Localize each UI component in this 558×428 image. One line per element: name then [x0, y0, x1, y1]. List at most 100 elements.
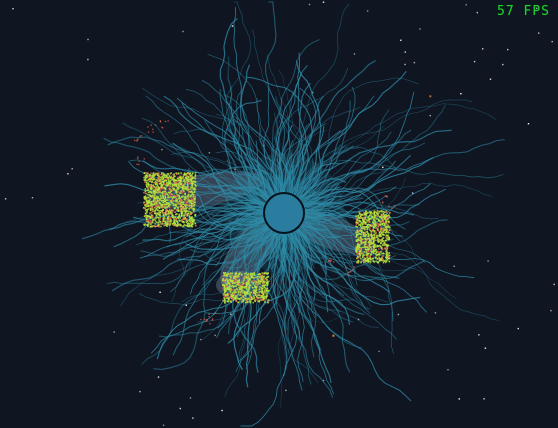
red-speck	[208, 313, 210, 315]
star-dot	[447, 369, 449, 371]
tendril-strand	[227, 230, 297, 344]
star-dot	[332, 334, 335, 337]
tendril-strand	[142, 216, 269, 242]
tendril-strand	[248, 226, 273, 247]
tendril-strand	[257, 225, 273, 262]
red-speck	[352, 269, 354, 271]
red-speck	[150, 124, 152, 126]
tendril-strand	[189, 222, 274, 243]
tendril-strand	[299, 182, 493, 208]
tendril-strand	[296, 223, 328, 275]
tendril-strand	[292, 225, 316, 302]
star-dot	[31, 197, 34, 199]
tendril-strand	[243, 225, 272, 244]
tendril-strand	[185, 217, 271, 238]
star-dot	[162, 424, 165, 426]
star-dot	[312, 91, 314, 94]
tendril-strand	[285, 231, 332, 384]
red-speck	[166, 219, 169, 221]
tendril-strand	[238, 177, 271, 202]
tendril-strand	[301, 104, 446, 212]
tendril-strand	[282, 129, 327, 197]
star-dot	[489, 78, 492, 80]
red-speck	[137, 156, 139, 158]
star-dot	[357, 318, 360, 321]
red-speck	[384, 195, 387, 197]
tendril-strand	[251, 222, 273, 255]
tendril-strand	[280, 140, 294, 195]
star-dot	[460, 93, 462, 95]
tendril-strand	[253, 225, 275, 261]
tendril-strand	[300, 131, 392, 207]
star-dot	[413, 61, 416, 64]
star-dot	[67, 173, 69, 175]
star-dot	[429, 95, 432, 98]
red-speck	[345, 267, 347, 269]
red-speck	[200, 318, 202, 321]
star-dot	[478, 334, 480, 336]
tendril-strand	[299, 222, 341, 271]
tendril-strand	[140, 212, 266, 258]
tendril-strand	[296, 223, 328, 269]
tendril-strand	[299, 86, 356, 206]
tendril-strand	[288, 226, 330, 259]
tendril-strand	[292, 226, 421, 306]
tendril-strand	[270, 230, 288, 331]
particle-colony-cluster	[355, 210, 391, 264]
tendril-strand	[273, 112, 292, 196]
star-dot	[12, 8, 14, 10]
star-dot	[353, 53, 356, 55]
star-dot	[322, 379, 325, 382]
red-speck	[137, 157, 139, 160]
tendril-strand	[275, 228, 303, 391]
tendril-strand	[298, 201, 439, 220]
tendril-strand	[119, 221, 269, 307]
tendril-strand	[295, 129, 452, 199]
star-dot	[4, 198, 7, 200]
red-speck	[138, 163, 140, 166]
tendril-strand	[199, 201, 271, 209]
tendril-strand	[237, 232, 285, 363]
tendril-strand	[270, 231, 283, 270]
star-dot	[378, 350, 380, 353]
red-speck	[159, 121, 162, 123]
tendril-strand	[299, 217, 385, 273]
star-dot	[87, 58, 89, 61]
star-dot	[482, 48, 484, 50]
tendril-strand	[281, 231, 301, 340]
tendril-strand	[294, 226, 344, 268]
central-core-circle[interactable]	[263, 192, 305, 234]
star-dot	[159, 291, 161, 293]
tendril-strand	[170, 211, 267, 293]
tendril-strand	[142, 87, 274, 199]
tendril-strand	[236, 207, 269, 211]
tendril-strand	[297, 201, 414, 216]
tendril-strand	[240, 64, 289, 199]
red-speck	[168, 216, 170, 219]
tendril-strand	[173, 128, 278, 200]
tendril-strand	[282, 231, 412, 402]
tendril-strand	[301, 186, 397, 223]
red-speck	[154, 124, 157, 126]
tendril-strand	[295, 60, 322, 203]
tendril-strand	[141, 226, 279, 365]
tendril-strand	[293, 100, 351, 199]
tendril-strand	[231, 114, 278, 197]
red-speck	[209, 323, 211, 325]
tendril-strand	[176, 97, 279, 197]
red-speck	[206, 319, 208, 321]
tendril-strand	[275, 95, 296, 197]
red-speck	[330, 259, 332, 261]
red-speck	[164, 120, 167, 123]
tendril-strand	[298, 77, 420, 204]
red-speck	[139, 135, 141, 137]
particle-colony-cluster	[143, 172, 197, 228]
tendril-strand	[145, 95, 268, 209]
star-dot	[465, 4, 467, 6]
red-speck	[333, 261, 335, 263]
tendril-strand	[266, 54, 291, 194]
red-speck	[348, 274, 350, 276]
star-dot	[476, 11, 478, 14]
red-speck	[211, 319, 213, 321]
